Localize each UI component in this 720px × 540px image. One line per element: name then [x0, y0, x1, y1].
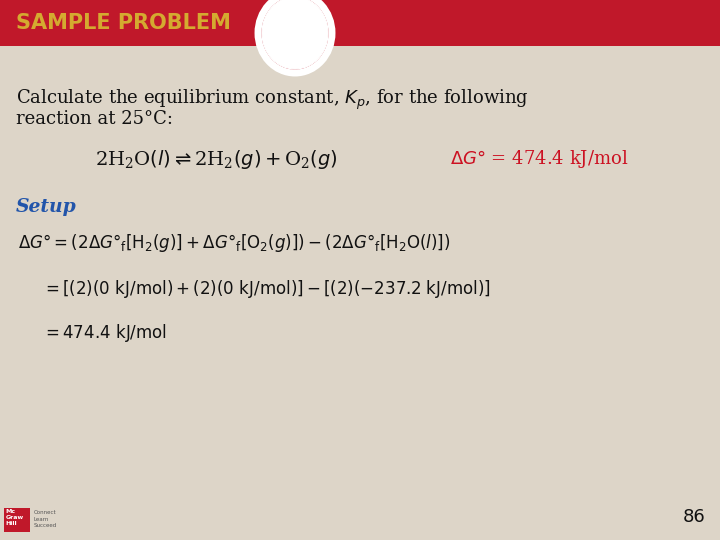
Text: Setup: Setup: [16, 198, 77, 216]
Text: 18.9: 18.9: [269, 24, 320, 44]
Ellipse shape: [258, 0, 332, 73]
Text: Connect
Learn
Succeed: Connect Learn Succeed: [34, 510, 58, 528]
Text: Graw: Graw: [6, 515, 24, 520]
Text: $= [(2)(0\ \mathrm{kJ/mol}) + (2)(0\ \mathrm{kJ/mol})] - [(2)(-237.2\ \mathrm{kJ: $= [(2)(0\ \mathrm{kJ/mol}) + (2)(0\ \ma…: [42, 278, 490, 300]
Text: Calculate the equilibrium constant, $\mathit{K_p}$, for the following: Calculate the equilibrium constant, $\ma…: [16, 88, 528, 112]
Text: $\Delta G° = (2\Delta G°_\mathrm{f}[\mathrm{H_2}(\mathit{g})] + \Delta G°_\mathr: $\Delta G° = (2\Delta G°_\mathrm{f}[\mat…: [18, 232, 451, 254]
Text: SAMPLE PROBLEM: SAMPLE PROBLEM: [16, 13, 231, 33]
Text: $= 474.4\ \mathrm{kJ/mol}$: $= 474.4\ \mathrm{kJ/mol}$: [42, 322, 167, 344]
Text: reaction at 25°C:: reaction at 25°C:: [16, 110, 173, 128]
Text: 86: 86: [683, 508, 706, 526]
Text: Mc: Mc: [6, 509, 16, 514]
Bar: [0, 0, 720, 46]
Text: $\mathregular{2H_2O}(\mathit{l}) \rightleftharpoons \mathregular{2H_2}(\mathit{g: $\mathregular{2H_2O}(\mathit{l}) \rightl…: [95, 148, 338, 171]
Ellipse shape: [262, 0, 328, 69]
Text: $\mathit{\Delta G°}$ = 474.4 kJ/mol: $\mathit{\Delta G°}$ = 474.4 kJ/mol: [450, 148, 629, 170]
Bar: [4, 508, 30, 532]
Text: Hill: Hill: [6, 521, 17, 526]
